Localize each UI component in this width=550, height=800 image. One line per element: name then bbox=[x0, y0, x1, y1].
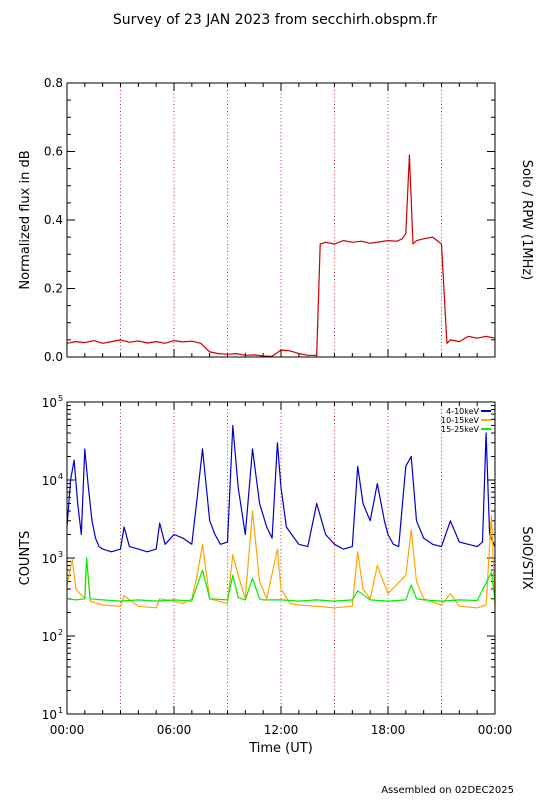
x-tick-label: 00:00 bbox=[478, 723, 513, 737]
y-axis-label: Normalized flux in dB bbox=[18, 150, 33, 289]
y-tick-label: 0.6 bbox=[44, 145, 63, 159]
legend-label: 15-25keV bbox=[441, 425, 480, 434]
y-tick-label: 10 bbox=[42, 708, 57, 722]
rpw-panel: 0.0 0.2 0.4 0.6 0.8 Normalized flux in dB Solo… bbox=[18, 76, 534, 364]
x-tick-label: 18:00 bbox=[371, 723, 406, 737]
series-line-2 bbox=[67, 557, 495, 602]
y-tick-label: 0.2 bbox=[44, 282, 63, 296]
x-tick-label: 06:00 bbox=[157, 723, 192, 737]
x-axis-label: Time (UT) bbox=[248, 741, 313, 756]
legend-label: 10-15keV bbox=[441, 416, 480, 425]
y-tick-exponent: 1 bbox=[58, 706, 63, 715]
y-tick-label: 0.0 bbox=[44, 350, 63, 364]
series-line-0 bbox=[67, 424, 495, 553]
figure-title: Survey of 23 JAN 2023 from secchirh.obsp… bbox=[113, 12, 437, 28]
instrument-label: SolO/STIX bbox=[519, 526, 534, 589]
y-tick-label: 0.4 bbox=[44, 213, 63, 227]
y-tick-label: 10 bbox=[42, 396, 57, 410]
y-tick-label: 10 bbox=[42, 474, 57, 488]
series-line-0 bbox=[67, 154, 495, 357]
y-tick-exponent: 3 bbox=[58, 550, 63, 559]
y-axis-label: COUNTS bbox=[18, 531, 33, 586]
x-tick-label: 00:00 bbox=[50, 723, 85, 737]
assembled-footer: Assembled on 02DEC2025 bbox=[381, 785, 514, 796]
instrument-label: Solo / RPW (1MHz) bbox=[519, 160, 534, 281]
y-tick-exponent: 2 bbox=[58, 628, 63, 637]
y-tick-label: 10 bbox=[42, 552, 57, 566]
y-tick-exponent: 5 bbox=[58, 394, 63, 403]
y-tick-exponent: 4 bbox=[58, 472, 63, 481]
legend-label: 4-10keV bbox=[446, 407, 479, 416]
y-tick-label: 10 bbox=[42, 630, 57, 644]
plot-frame bbox=[66, 401, 496, 715]
plot-frame bbox=[66, 82, 496, 358]
x-tick-label: 12:00 bbox=[264, 723, 299, 737]
y-tick-label: 0.8 bbox=[44, 76, 63, 90]
series-line-1 bbox=[67, 510, 495, 609]
